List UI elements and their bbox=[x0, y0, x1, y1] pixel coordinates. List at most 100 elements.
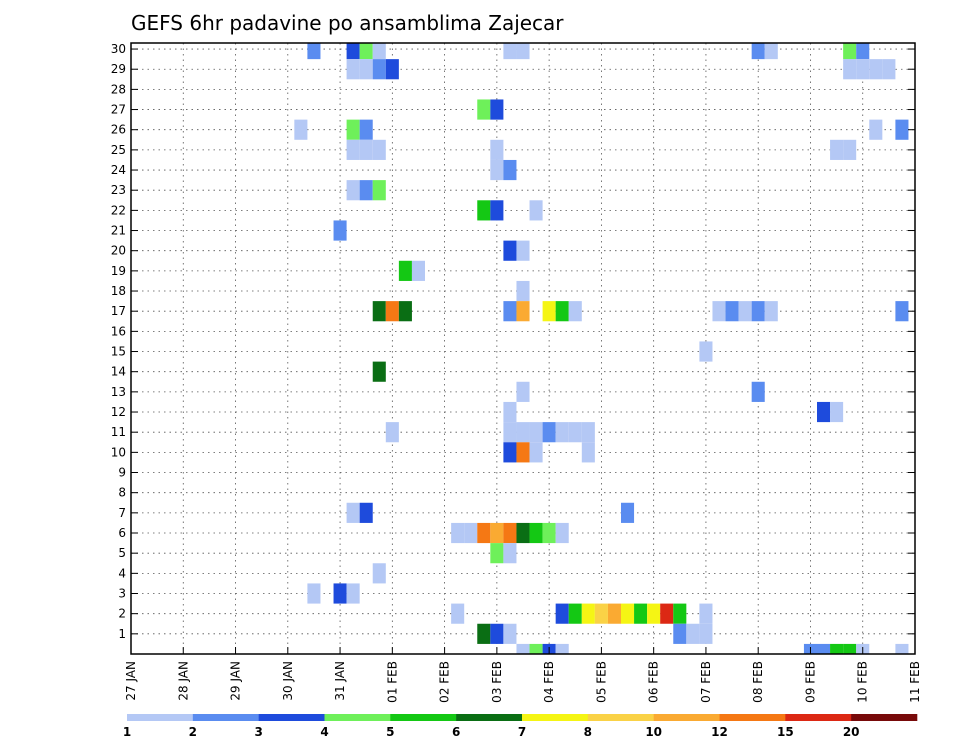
colorbar-swatch bbox=[127, 714, 194, 721]
heatmap-cell bbox=[542, 422, 556, 443]
y-tick-label: 23 bbox=[111, 183, 126, 197]
heatmap-cell bbox=[555, 422, 569, 443]
x-tick-label: 02 FEB bbox=[438, 661, 452, 703]
y-tick-label: 25 bbox=[111, 143, 126, 157]
heatmap-cell bbox=[490, 99, 504, 120]
heatmap-cell bbox=[516, 280, 530, 302]
heatmap-cell bbox=[882, 59, 896, 80]
heatmap-cell bbox=[555, 643, 569, 654]
x-tick-label: 28 JAN bbox=[176, 661, 190, 701]
heatmap-cell bbox=[398, 301, 412, 322]
heatmap-cell bbox=[621, 603, 635, 624]
heatmap-cell bbox=[764, 43, 778, 60]
y-tick-label: 3 bbox=[118, 587, 126, 601]
heatmap-cell bbox=[503, 301, 517, 322]
colorbar-label: 2 bbox=[189, 725, 197, 739]
colorbar-swatch bbox=[719, 714, 786, 721]
colorbar-label: 12 bbox=[711, 725, 728, 739]
heatmap-cell bbox=[621, 502, 635, 523]
heatmap-cell bbox=[529, 643, 543, 654]
colorbar-swatch bbox=[192, 714, 259, 721]
heatmap-cell bbox=[359, 59, 373, 80]
y-tick-label: 7 bbox=[118, 506, 126, 520]
heatmap-cell bbox=[529, 522, 543, 544]
x-tick-label: 04 FEB bbox=[542, 661, 556, 703]
y-tick-label: 12 bbox=[111, 405, 126, 419]
heatmap-cell bbox=[503, 43, 517, 60]
y-tick-label: 28 bbox=[111, 82, 126, 96]
heatmap-cell bbox=[581, 442, 595, 463]
heatmap-cell bbox=[568, 603, 582, 624]
colorbar-swatch bbox=[653, 714, 720, 721]
heatmap-cell bbox=[647, 603, 661, 624]
y-tick-label: 20 bbox=[111, 244, 126, 258]
heatmap-cell bbox=[372, 139, 386, 160]
heatmap-cell bbox=[359, 43, 373, 60]
colorbar-label: 5 bbox=[386, 725, 394, 739]
heatmap-cell bbox=[673, 603, 687, 624]
colorbar-swatch bbox=[324, 714, 391, 721]
colorbar-swatch bbox=[456, 714, 523, 721]
heatmap-cell bbox=[581, 603, 595, 624]
heatmap-cell bbox=[830, 401, 844, 423]
heatmap-cell bbox=[346, 180, 360, 201]
y-tick-label: 14 bbox=[111, 365, 126, 379]
colorbar-label: 7 bbox=[518, 725, 526, 739]
heatmap-cell bbox=[843, 139, 857, 160]
heatmap-cell bbox=[555, 301, 569, 322]
heatmap-cell bbox=[477, 623, 491, 644]
heatmap-cell bbox=[843, 43, 857, 60]
heatmap-cell bbox=[307, 583, 321, 604]
heatmap-cell bbox=[516, 643, 530, 654]
colorbar-label: 10 bbox=[645, 725, 662, 739]
heatmap-cell bbox=[607, 603, 621, 624]
colorbar-swatch bbox=[258, 714, 325, 721]
heatmap-cell bbox=[464, 522, 478, 544]
heatmap-cell bbox=[660, 603, 674, 624]
x-tick-label: 09 FEB bbox=[803, 661, 817, 703]
heatmap-cell bbox=[490, 139, 504, 160]
heatmap-cell bbox=[333, 220, 347, 241]
heatmap-cell bbox=[895, 643, 909, 654]
heatmap-cell bbox=[568, 301, 582, 322]
colorbar-label: 4 bbox=[320, 725, 328, 739]
heatmap-cell bbox=[294, 119, 308, 140]
heatmap-cell bbox=[359, 502, 373, 523]
heatmap-cell bbox=[477, 522, 491, 544]
heatmap-cell bbox=[346, 43, 360, 60]
heatmap-cell bbox=[699, 603, 713, 624]
y-tick-label: 8 bbox=[118, 486, 126, 500]
x-tick-label: 29 JAN bbox=[229, 661, 243, 701]
heatmap-cell bbox=[372, 361, 386, 382]
y-tick-label: 1 bbox=[118, 627, 126, 641]
heatmap-cell bbox=[503, 543, 517, 564]
heatmap-cell bbox=[477, 99, 491, 120]
heatmap-cell bbox=[699, 623, 713, 644]
y-tick-label: 13 bbox=[111, 385, 126, 399]
heatmap-cell bbox=[385, 59, 399, 80]
heatmap-cell bbox=[895, 119, 909, 140]
heatmap-cell bbox=[346, 139, 360, 160]
y-axis-ticks: 1234567891011121314151617181920212223242… bbox=[111, 42, 915, 641]
heatmap-cell bbox=[869, 119, 883, 140]
colorbar-label: 8 bbox=[584, 725, 592, 739]
heatmap-cell bbox=[346, 119, 360, 140]
heatmap-cell bbox=[516, 422, 530, 443]
x-axis-ticks: 27 JAN 28 JAN 29 JAN 30 JAN 31 JAN 01 FEB 02 F… bbox=[124, 647, 922, 703]
heatmap-cell bbox=[817, 643, 831, 654]
heatmap-cell bbox=[555, 603, 569, 624]
y-tick-label: 11 bbox=[111, 425, 126, 439]
x-tick-label: 31 JAN bbox=[333, 661, 347, 701]
x-tick-label: 07 FEB bbox=[699, 661, 713, 703]
heatmap-cell bbox=[830, 643, 844, 654]
heatmap-cell bbox=[307, 43, 321, 60]
y-tick-label: 6 bbox=[118, 526, 126, 540]
y-tick-label: 17 bbox=[111, 304, 126, 318]
heatmap-cell bbox=[503, 159, 517, 181]
heatmap-cell bbox=[346, 59, 360, 80]
y-tick-label: 5 bbox=[118, 546, 126, 560]
colorbar-label: 15 bbox=[777, 725, 794, 739]
heatmap-cell bbox=[634, 603, 648, 624]
heatmap-cell bbox=[451, 522, 465, 544]
